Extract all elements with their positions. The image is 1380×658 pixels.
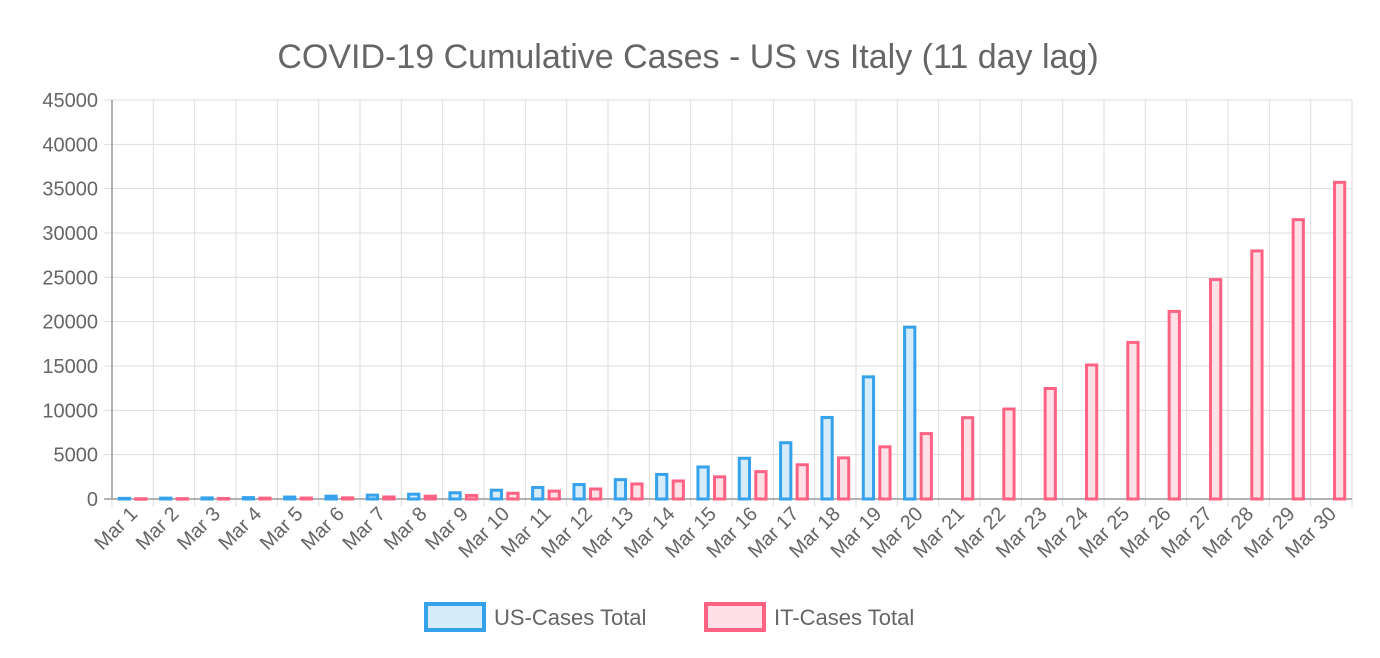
bar-it bbox=[1043, 387, 1057, 501]
bar-it bbox=[216, 496, 231, 501]
bar-it bbox=[960, 416, 975, 501]
y-tick-label: 20000 bbox=[42, 312, 98, 334]
bar-it bbox=[464, 493, 479, 501]
bar-it bbox=[630, 482, 644, 501]
legend-label: IT-Cases Total bbox=[774, 605, 914, 630]
y-tick-label: 45000 bbox=[42, 90, 98, 112]
bar-it bbox=[712, 475, 727, 501]
legend-swatch bbox=[424, 602, 486, 632]
chart-grid bbox=[104, 99, 1353, 507]
y-axis-ticks: 0 5000 10000 15000 20000 25000 30000 35000 40000… bbox=[42, 90, 98, 511]
chart-bars bbox=[117, 180, 1347, 501]
x-tick-label: Mar 6 bbox=[297, 503, 349, 555]
x-tick-label: Mar 1 bbox=[90, 503, 142, 555]
y-tick-label: 35000 bbox=[42, 179, 98, 201]
bar-it bbox=[588, 487, 603, 501]
bar-us bbox=[737, 456, 752, 501]
bar-us bbox=[655, 472, 669, 501]
bar-us bbox=[117, 496, 132, 501]
bar-it bbox=[1126, 340, 1140, 501]
y-tick-label: 15000 bbox=[42, 356, 98, 378]
bar-it bbox=[795, 463, 809, 501]
x-tick-label: Mar 8 bbox=[380, 503, 432, 555]
x-tick-label: Mar 5 bbox=[256, 503, 308, 555]
bar-it bbox=[1291, 218, 1305, 501]
bar-it bbox=[1332, 180, 1347, 501]
bar-us bbox=[324, 494, 338, 501]
bar-us bbox=[820, 415, 834, 501]
bar-us bbox=[489, 488, 504, 501]
bar-it bbox=[258, 496, 272, 501]
bar-it bbox=[1002, 407, 1016, 501]
y-tick-label: 0 bbox=[87, 489, 98, 511]
x-tick-label: Mar 2 bbox=[132, 503, 184, 555]
bar-it bbox=[299, 496, 313, 501]
bar-us bbox=[696, 465, 710, 501]
bar-us bbox=[365, 493, 380, 501]
bar-us bbox=[200, 496, 214, 501]
x-tick-label: Mar 7 bbox=[338, 503, 390, 555]
bar-us bbox=[779, 441, 793, 501]
bar-it bbox=[1250, 249, 1264, 501]
bar-it bbox=[878, 445, 892, 501]
bar-us bbox=[572, 483, 586, 501]
bar-it bbox=[754, 470, 768, 501]
bar-it bbox=[547, 489, 561, 501]
bar-it bbox=[1167, 309, 1181, 501]
bar-it bbox=[175, 497, 189, 501]
x-tick-label: Mar 3 bbox=[173, 503, 225, 555]
legend-swatch bbox=[704, 602, 766, 632]
bar-it bbox=[1084, 363, 1099, 501]
y-tick-label: 25000 bbox=[42, 267, 98, 289]
bar-it bbox=[340, 496, 355, 501]
y-tick-label: 40000 bbox=[42, 134, 98, 156]
bar-us bbox=[448, 491, 462, 501]
bar-it bbox=[671, 479, 685, 501]
bar-it bbox=[1208, 278, 1223, 501]
y-tick-label: 10000 bbox=[42, 400, 98, 422]
bar-it bbox=[919, 432, 933, 501]
bar-it bbox=[836, 456, 851, 501]
bar-us bbox=[613, 478, 628, 501]
x-tick-label: Mar 4 bbox=[214, 503, 266, 555]
bar-us bbox=[241, 496, 256, 501]
bar-us bbox=[903, 325, 917, 501]
bar-us bbox=[861, 375, 876, 501]
bar-it bbox=[134, 497, 148, 501]
bar-us bbox=[531, 485, 545, 501]
bar-it bbox=[506, 491, 520, 501]
chart-legend: US-Cases Total IT-Cases Total bbox=[424, 602, 914, 632]
bar-us bbox=[407, 492, 421, 501]
y-tick-label: 30000 bbox=[42, 223, 98, 245]
bar-us bbox=[159, 496, 173, 501]
bar-it bbox=[423, 494, 437, 501]
chart-title: COVID-19 Cumulative Cases - US vs Italy … bbox=[277, 38, 1098, 76]
bar-it bbox=[382, 495, 396, 501]
y-tick-label: 5000 bbox=[54, 445, 99, 467]
bar-us bbox=[283, 495, 297, 501]
legend-label: US-Cases Total bbox=[494, 605, 646, 630]
